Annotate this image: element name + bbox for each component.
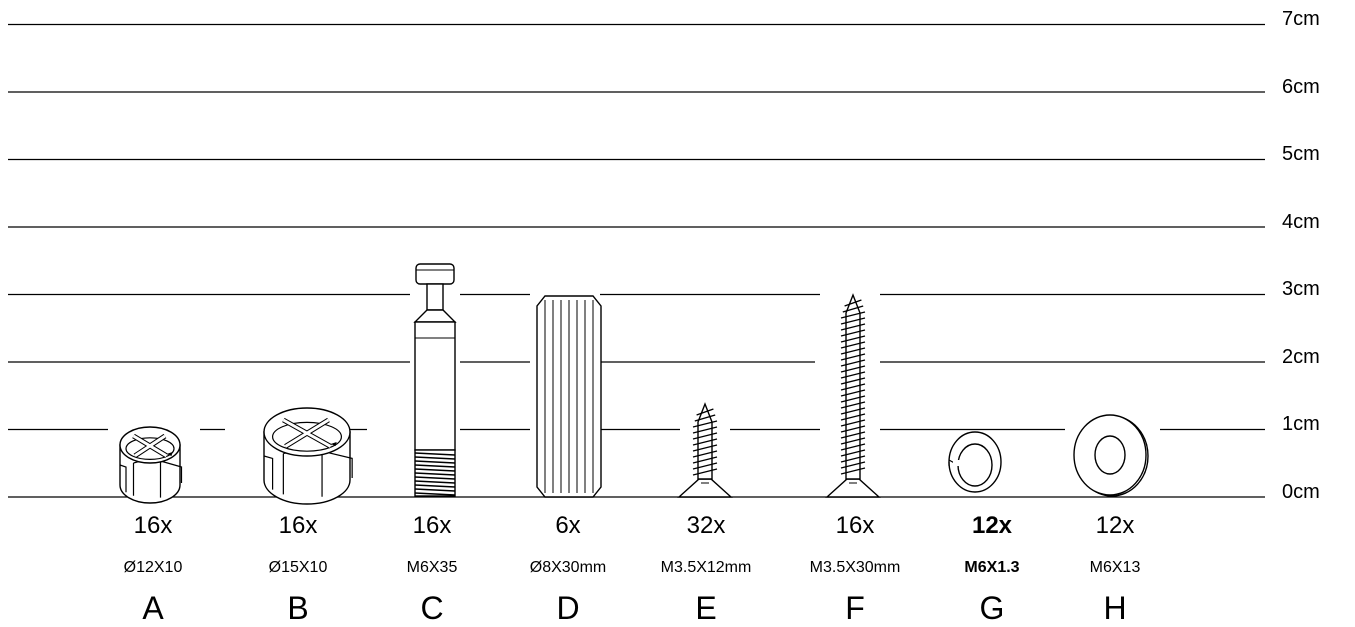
scale-label-5cm: 5cm: [1282, 143, 1320, 165]
scale-label-1cm: 1cm: [1282, 413, 1320, 435]
part-a: 16x Ø12X10 A: [88, 0, 218, 627]
part-spec: M3.5X12mm: [660, 559, 752, 576]
part-spec: M6X13: [1089, 559, 1141, 576]
part-g: 12x M6X1.3 G: [927, 0, 1057, 627]
part-letter: A: [142, 590, 164, 626]
part-quantity: 16x: [133, 512, 173, 539]
part-letter: F: [845, 590, 865, 626]
part-c: 16x M6X35 C: [367, 0, 497, 627]
flat-washer-icon: [1073, 414, 1149, 497]
part-letter: G: [979, 590, 1005, 626]
part-spec: M3.5X30mm: [809, 559, 901, 576]
part-letter: E: [695, 590, 717, 626]
part-h: 12x M6X13 H: [1050, 0, 1180, 627]
scale-label-7cm: 7cm: [1282, 8, 1320, 30]
scale-label-4cm: 4cm: [1282, 211, 1320, 233]
part-spec: Ø12X10: [123, 559, 183, 576]
scale-label-2cm: 2cm: [1282, 346, 1320, 368]
part-quantity: 12x: [971, 512, 1013, 539]
cam-lock-large-icon: [263, 407, 353, 505]
part-quantity: 16x: [835, 512, 875, 539]
part-d: 6x Ø8X30mm D: [503, 0, 633, 627]
cam-lock-small-icon: [119, 426, 183, 504]
part-letter: H: [1103, 590, 1127, 626]
long-screw-icon: [825, 293, 881, 498]
scale-label-6cm: 6cm: [1282, 76, 1320, 98]
part-spec: M6X35: [406, 559, 458, 576]
spring-washer-icon: [948, 431, 1002, 493]
short-screw-icon: [677, 402, 733, 498]
cam-bolt-icon: [413, 263, 457, 497]
part-quantity: 32x: [686, 512, 726, 539]
part-quantity: 16x: [278, 512, 318, 539]
part-quantity: 16x: [412, 512, 452, 539]
part-spec: Ø15X10: [268, 559, 328, 576]
part-quantity: 12x: [1095, 512, 1135, 539]
part-letter: D: [556, 590, 580, 626]
part-quantity: 6x: [555, 512, 581, 539]
part-e: 32x M3.5X12mm E: [641, 0, 771, 627]
wooden-dowel-icon: [536, 295, 602, 498]
part-b: 16x Ø15X10 B: [233, 0, 363, 627]
part-f: 16x M3.5X30mm F: [790, 0, 920, 627]
part-spec: M6X1.3: [964, 559, 1020, 576]
scale-label-3cm: 3cm: [1282, 278, 1320, 300]
scale-label-0cm: 0cm: [1282, 481, 1320, 503]
part-letter: C: [420, 590, 444, 626]
part-spec: Ø8X30mm: [529, 559, 607, 576]
part-letter: B: [287, 590, 309, 626]
